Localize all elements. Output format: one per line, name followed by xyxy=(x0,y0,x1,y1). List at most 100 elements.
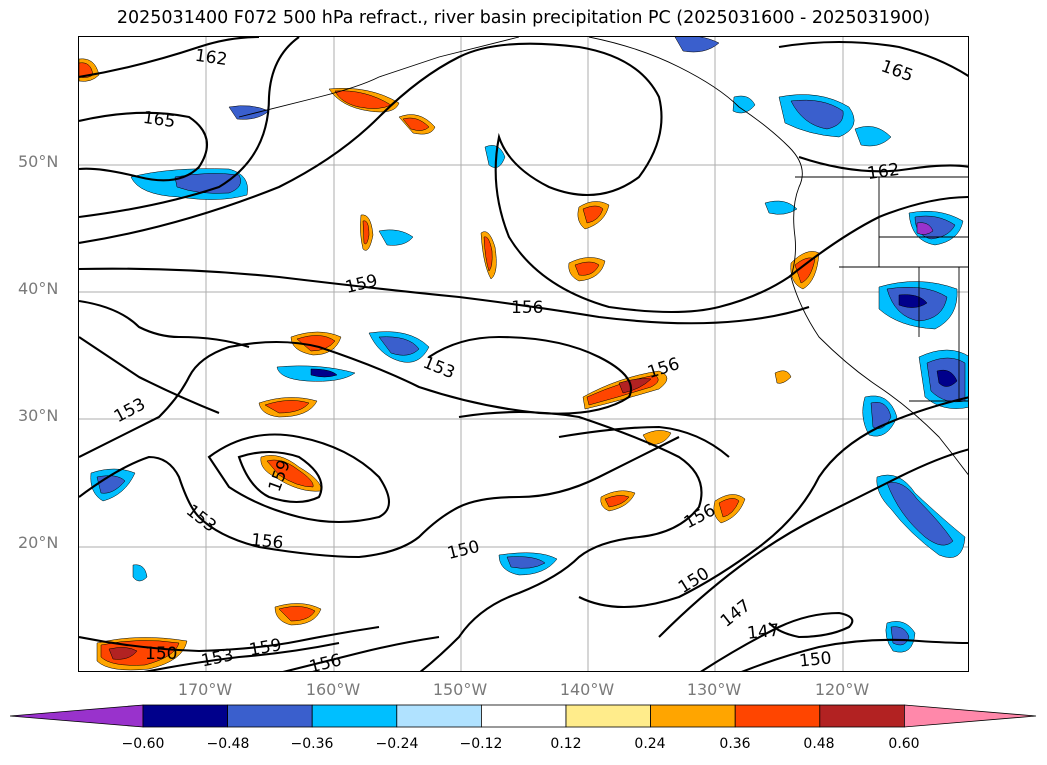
contour-line xyxy=(700,611,854,671)
contour-labels: 162 165 165 162 159 156 153 153 156 159 … xyxy=(111,46,916,672)
colorbar-cell xyxy=(734,704,821,728)
colorbar-cell xyxy=(142,704,228,728)
precip-blob xyxy=(764,200,798,215)
contour-line xyxy=(79,111,208,182)
colorbar-cell xyxy=(650,704,736,728)
contour-label: 156 xyxy=(681,500,719,533)
contour-line xyxy=(79,436,680,559)
precip-blob xyxy=(854,126,892,147)
lon-label-160w: 160°W xyxy=(305,680,361,699)
precip-blob xyxy=(174,173,241,194)
map-frame[interactable]: 162 165 165 162 159 156 153 153 156 159 … xyxy=(78,36,969,672)
precip-blob xyxy=(506,556,546,569)
contour-line xyxy=(79,625,380,653)
contour-label: 150 xyxy=(145,644,177,664)
precip-blob xyxy=(483,236,493,272)
height-contours xyxy=(79,37,968,671)
colorbar-tick-label: 0.60 xyxy=(888,736,920,752)
colorbar-tick-label: 0.12 xyxy=(550,736,582,752)
contour-label: 153 xyxy=(182,501,220,537)
contour-line xyxy=(79,37,260,79)
precip-blob xyxy=(378,336,420,356)
contour-line xyxy=(658,448,968,638)
contour-label: 165 xyxy=(142,108,177,132)
contour-label: 165 xyxy=(878,56,915,86)
precip-blob xyxy=(362,220,370,245)
lat-label-30: 30°N xyxy=(18,406,59,425)
precip-blob xyxy=(790,99,844,130)
lon-label-170w: 170°W xyxy=(177,680,233,699)
colorbar-tick-label: −0.60 xyxy=(121,736,165,752)
colorbar-cell xyxy=(819,704,905,728)
colorbar-cell xyxy=(311,704,398,728)
lon-label-130w: 130°W xyxy=(686,680,742,699)
colorbar-tick-label: 0.48 xyxy=(803,736,835,752)
lat-label-40: 40°N xyxy=(18,279,59,298)
contour-line xyxy=(143,641,340,671)
precip-blob xyxy=(228,105,270,120)
precip-blob xyxy=(582,205,604,224)
precip-blob xyxy=(718,498,740,518)
precip-blob xyxy=(334,90,392,109)
contour-line xyxy=(419,410,703,671)
contour-line xyxy=(578,396,968,608)
precip-blob xyxy=(774,370,792,384)
lon-label-120w: 120°W xyxy=(814,680,870,699)
contour-label: 159 xyxy=(343,271,379,298)
precip-blob xyxy=(402,117,430,131)
lat-label-20: 20°N xyxy=(18,533,59,552)
contour-label: 153 xyxy=(420,353,458,384)
colorbar xyxy=(10,704,1037,728)
precip-blob xyxy=(264,400,310,414)
precip-blob xyxy=(108,647,138,660)
precip-positive-areas xyxy=(79,58,820,671)
contour-line xyxy=(282,635,440,671)
colorbar-tick-label: −0.48 xyxy=(206,736,250,752)
contour-label: 156 xyxy=(645,354,682,383)
contour-line xyxy=(79,336,220,414)
contour-line xyxy=(741,638,968,671)
precip-blob xyxy=(296,335,336,352)
page-title: 2025031400 F072 500 hPa refract., river … xyxy=(116,8,931,28)
colorbar-cell xyxy=(565,704,651,728)
contour-label: 156 xyxy=(307,650,343,672)
contour-line xyxy=(778,40,968,77)
colorbar-cell xyxy=(227,704,313,728)
precip-blob xyxy=(278,606,316,622)
precip-blob xyxy=(674,37,720,53)
contour-line xyxy=(237,450,323,504)
precip-blob xyxy=(574,261,600,276)
contour-label: 162 xyxy=(866,160,901,184)
coastlines xyxy=(238,37,968,476)
precip-blob xyxy=(378,229,414,246)
contour-label: 156 xyxy=(250,530,284,553)
contour-label: 147 xyxy=(746,621,780,644)
colorbar-cell xyxy=(396,704,482,728)
precip-blob xyxy=(604,495,630,508)
colorbar-tick-label: −0.24 xyxy=(375,736,419,752)
graticule xyxy=(79,37,968,671)
colorbar-tick-label: −0.12 xyxy=(459,736,503,752)
contour-line xyxy=(558,425,730,458)
colorbar-tick-label: −0.36 xyxy=(290,736,334,752)
precip-blob xyxy=(936,369,958,387)
colorbar-extend-max xyxy=(904,704,1037,728)
contour-label: 153 xyxy=(200,645,236,671)
contour-label: 153 xyxy=(111,394,149,427)
contour-label: 150 xyxy=(445,537,481,564)
contour-line xyxy=(79,299,250,348)
precip-blob xyxy=(898,294,928,308)
colorbar-tick-label: 0.36 xyxy=(719,736,751,752)
precip-blob xyxy=(794,257,816,284)
contour-label: 150 xyxy=(798,648,832,671)
contour-line xyxy=(79,335,632,458)
precip-blob xyxy=(266,459,314,488)
precip-blob xyxy=(132,564,148,582)
lon-label-150w: 150°W xyxy=(432,680,488,699)
precip-blob xyxy=(732,95,756,114)
state-borders xyxy=(839,177,968,401)
precip-blob xyxy=(916,222,934,235)
contour-line xyxy=(79,37,300,219)
contour-label: 156 xyxy=(511,298,543,318)
lon-label-140w: 140°W xyxy=(559,680,615,699)
